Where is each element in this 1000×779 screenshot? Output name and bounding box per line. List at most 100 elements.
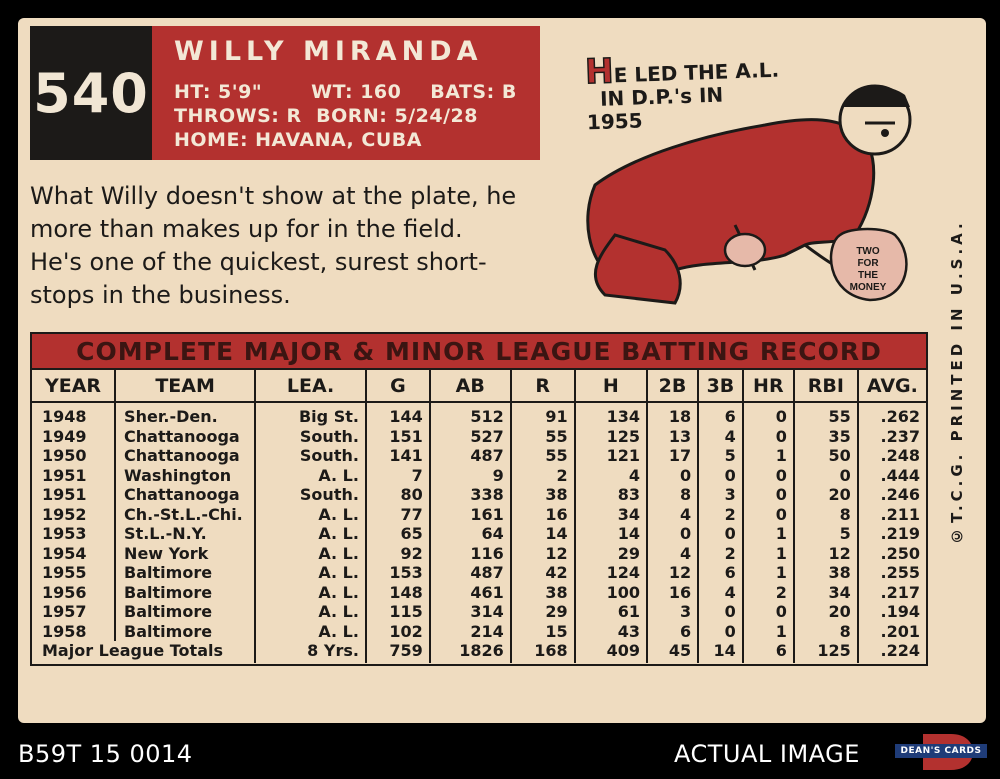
table-cell: 6 [698,563,744,583]
table-cell: A. L. [255,621,367,641]
table-cell: 338 [429,485,512,505]
totals-cell: 759 [365,641,431,663]
table-cell: 4 [574,465,648,485]
table-cell: 0 [742,602,795,622]
column-header: H [574,370,648,403]
table-cell: .248 [880,446,920,465]
table-cell: Sher.-Den. [115,402,257,427]
table-cell: 487 [429,446,512,466]
table-cell: 92 [365,543,431,563]
table-cell: 42 [510,563,576,583]
table-cell: 153 [365,563,431,583]
table-cell: A. L. [255,465,367,485]
blurb-line: What Willy doesn't show at the plate, he [30,182,517,210]
table-cell: 8 [793,504,859,524]
totals-row: Major League Totals 8 Yrs. 759 1826 168 409 45… [32,641,926,663]
table-cell: 1958 [32,621,117,641]
table-cell: 0 [793,465,859,485]
table-cell: 13 [646,426,700,446]
table-cell: 65 [365,524,431,544]
table-cell: 151 [365,426,431,446]
totals-cell: 1826 [429,641,512,663]
bio-born: BORN: 5/24/28 [316,105,478,127]
table-cell: South. [255,446,367,466]
table-cell: .194 [880,602,920,621]
table-cell: 14 [510,524,576,544]
table-cell: 0 [742,426,795,446]
column-header: AB [429,370,512,403]
table-cell: .201 [880,621,920,641]
table-cell: 55 [793,402,859,427]
table-cell: 1951 [32,485,117,505]
table-cell: 1955 [32,563,117,583]
table-cell: 1957 [32,602,117,622]
footer-actual-image: ACTUAL IMAGE [674,740,860,768]
bag-text-2: FOR [857,258,879,269]
table-cell: .444 [880,465,920,485]
column-header: 2B [646,370,700,403]
table-cell: 1948 [32,402,117,427]
table-cell: Chattanooga [115,426,257,446]
bio-home: HOME: HAVANA, CUBA [174,129,422,151]
table-cell: 12 [793,543,859,563]
bag-text-1: TWO [856,246,880,257]
bio-weight: WT: 160 [311,81,402,103]
player-blurb: What Willy doesn't show at the plate, he… [30,180,570,312]
table-cell: 20 [793,485,859,505]
table-cell: A. L. [255,504,367,524]
table-cell: 214 [429,621,512,641]
table-cell: 0 [742,485,795,505]
table-cell: 161 [429,504,512,524]
table-cell: Baltimore [115,563,257,583]
table-cell: 5 [793,524,859,544]
deans-cards-logo [895,734,987,770]
table-cell: 50 [793,446,859,466]
name-panel: WILLY MIRANDA HT: 5'9" WT: 160 BATS: B T… [152,26,540,160]
table-cell: 17 [646,446,700,466]
table-cell: 4 [698,582,744,602]
copyright-text: ©T.C.G. PRINTED IN U.S.A. [948,219,966,546]
table-cell: 2 [742,582,795,602]
table-cell: 124 [574,563,648,583]
table-cell: 1954 [32,543,117,563]
table-cell: 80 [365,485,431,505]
table-row: 1950 Chattanooga South. 141 487 55 121 17 5 1 50 .2… [32,446,926,466]
table-cell: 61 [574,602,648,622]
table-cell: 35 [793,426,859,446]
table-cell: 125 [574,426,648,446]
table-row: 1958 Baltimore A. L. 102 214 15 43 6 0 1 8 .201 [32,621,926,641]
table-cell: 5 [698,446,744,466]
table-cell: 1 [742,524,795,544]
table-cell: 77 [365,504,431,524]
table-cell: 16 [646,582,700,602]
table-cell: 512 [429,402,512,427]
table-row: 1952 Ch.-St.L.-Chi. A. L. 77 161 16 34 4 2 0 8 .211 [32,504,926,524]
table-cell: 7 [365,465,431,485]
table-cell: 15 [510,621,576,641]
table-cell: 0 [698,465,744,485]
table-cell: Washington [115,465,257,485]
table-cell: 34 [574,504,648,524]
table-cell: 0 [698,602,744,622]
table-cell: 148 [365,582,431,602]
table-cell: Ch.-St.L.-Chi. [115,504,257,524]
table-cell: 141 [365,446,431,466]
logo-text: DEAN'S CARDS [900,746,982,756]
table-cell: 1950 [32,446,117,466]
table-cell: 0 [646,524,700,544]
totals-cell: 125 [793,641,859,663]
table-cell: 115 [365,602,431,622]
table-cell: 0 [742,504,795,524]
table-cell: .250 [880,543,920,563]
table-header-row: YEAR TEAM LEA. G AB R H 2B 3B HR RBI AVG. [32,370,926,403]
table-cell: 91 [510,402,576,427]
table-cell: 2 [510,465,576,485]
table-row: 1951 Chattanooga South. 80 338 38 83 8 3 0 20.246 [32,485,926,505]
table-cell: 0 [698,524,744,544]
table-cell: Chattanooga [115,485,257,505]
table-cell: 1956 [32,582,117,602]
bio-block: HT: 5'9" WT: 160 BATS: B THROWS: R BORN:… [174,80,517,152]
totals-cell: 168 [510,641,576,663]
table-cell: 134 [574,402,648,427]
table-cell: 3 [698,485,744,505]
